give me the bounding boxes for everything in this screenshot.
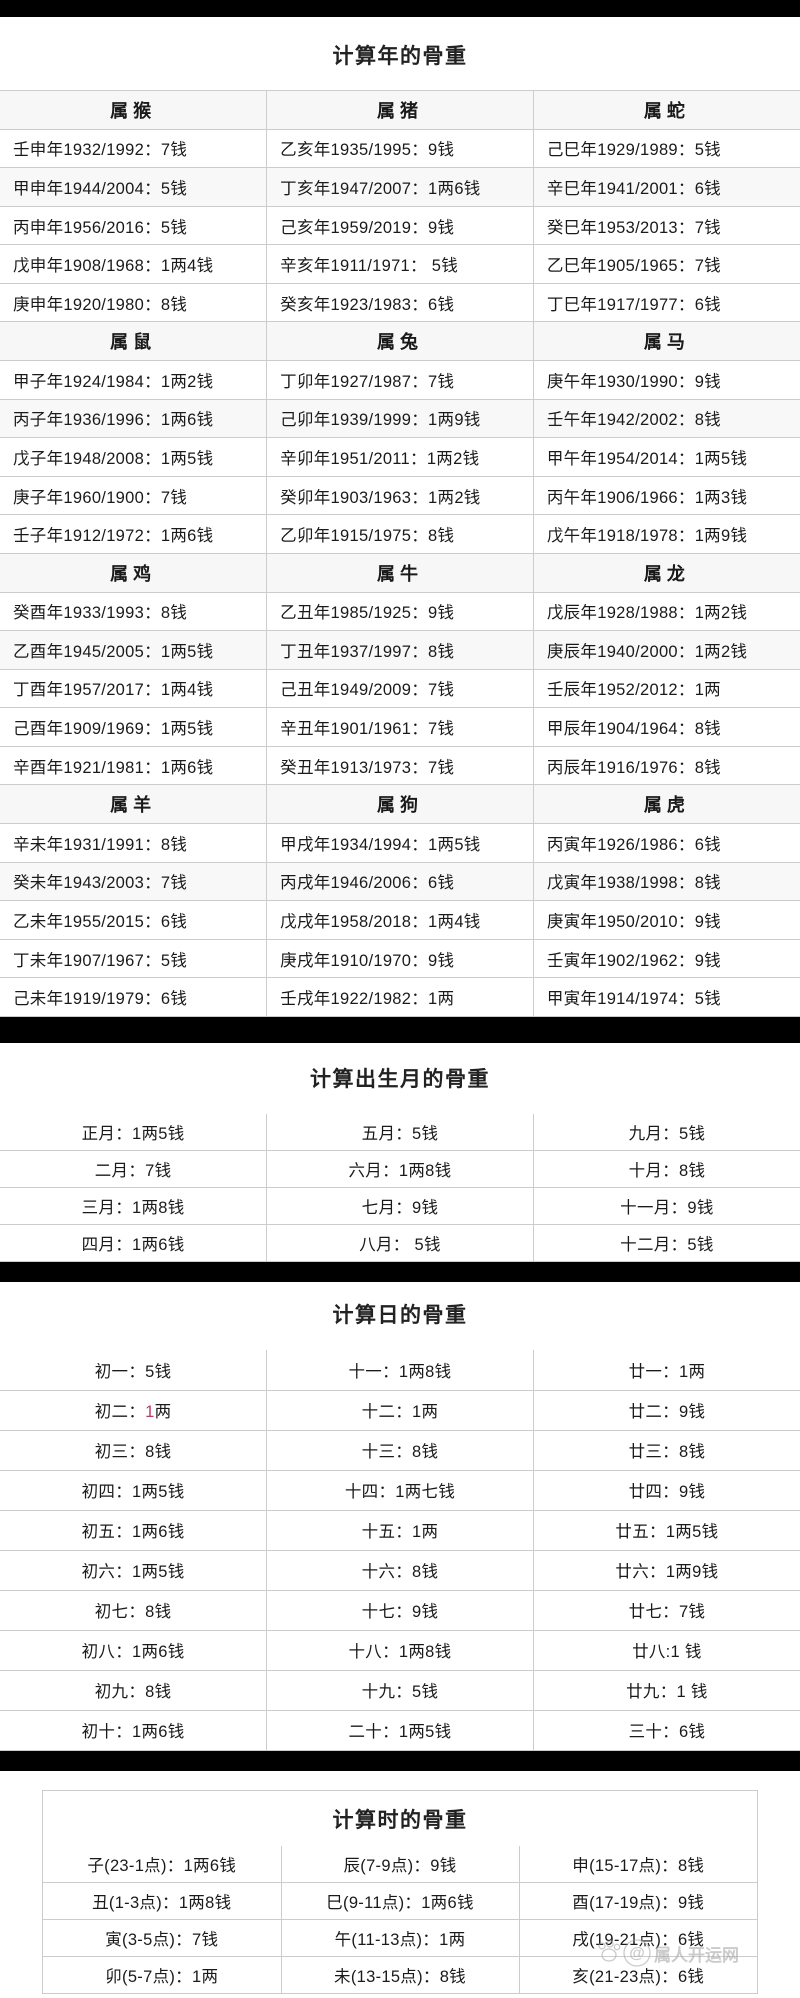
svg-text:@: @ [629, 1945, 645, 1962]
